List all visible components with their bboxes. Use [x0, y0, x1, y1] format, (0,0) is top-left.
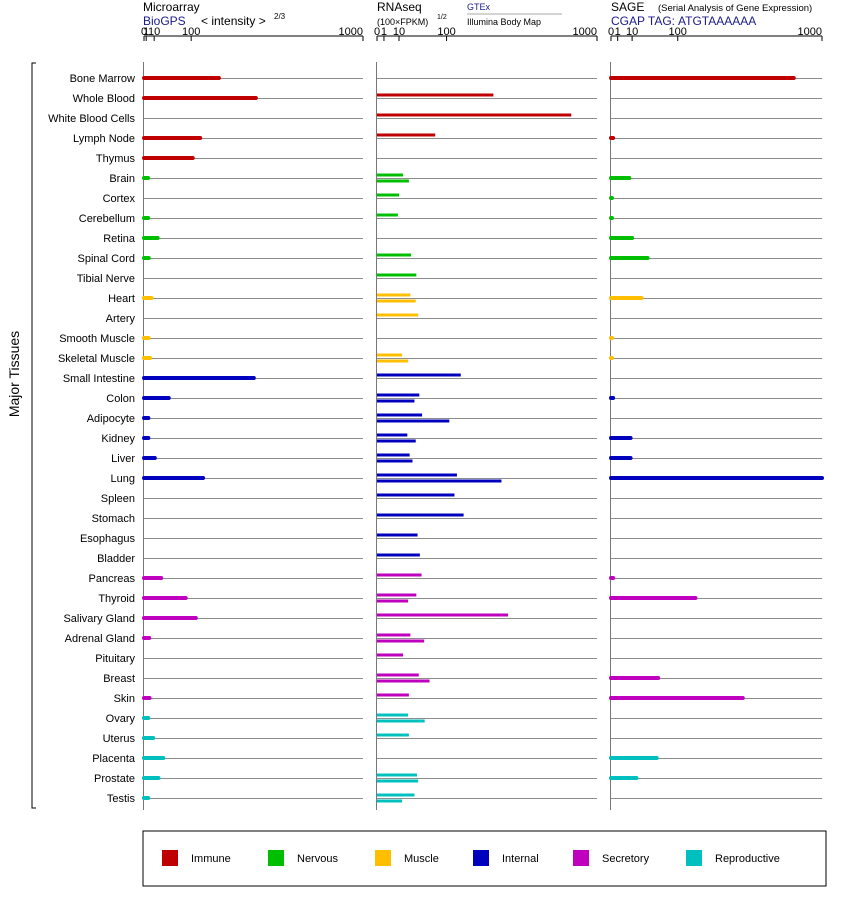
sage-tick-label: 100	[669, 26, 687, 38]
legend-swatch-reproductive	[686, 850, 702, 866]
tissue-label: Retina	[103, 233, 136, 245]
tissue-label: Artery	[106, 313, 136, 325]
grid	[144, 78, 822, 799]
tissue-label: Tibial Nerve	[77, 273, 135, 285]
microarray-exponent: 2/3	[274, 12, 286, 21]
tissue-label: Breast	[103, 673, 135, 685]
microarray-tick-label: 1	[143, 26, 149, 38]
tissue-label: Colon	[106, 393, 135, 405]
tissue-label: Brain	[109, 173, 135, 185]
tissue-label: Cortex	[103, 193, 136, 205]
microarray-tick-label: 0	[141, 26, 147, 38]
tissue-label: Adrenal Gland	[65, 633, 135, 645]
rnaseq-exponent: 1/2	[437, 14, 447, 21]
sage-tick-label: 0	[608, 26, 614, 38]
tissue-label: Pancreas	[89, 573, 136, 585]
tissue-label: Adipocyte	[87, 413, 135, 425]
sage-title: SAGE	[611, 0, 644, 14]
rnaseq-tick-label: 1	[381, 26, 387, 38]
legend-swatch-muscle	[375, 850, 391, 866]
sage-tick-label: 1000	[798, 26, 822, 38]
tissue-label: Stomach	[92, 513, 135, 525]
rnaseq-tick-label: 100	[437, 26, 455, 38]
legend-swatch-internal	[473, 850, 489, 866]
legend-swatch-immune	[162, 850, 178, 866]
legend-box	[142, 830, 827, 887]
tissue-label: Bladder	[97, 553, 135, 565]
sage-subtitle: (Serial Analysis of Gene Expression)	[658, 3, 812, 14]
bars	[142, 76, 824, 803]
legend-label-internal: Internal	[502, 853, 539, 865]
tissue-label: Small Intestine	[63, 373, 135, 385]
tissue-label: Spleen	[101, 493, 135, 505]
tissue-label: Prostate	[94, 773, 135, 785]
tissue-label: Testis	[107, 793, 136, 805]
tissue-label: Smooth Muscle	[59, 333, 135, 345]
tissue-label: Liver	[111, 453, 135, 465]
sage-tick-label: 10	[626, 26, 638, 38]
tissue-label: Whole Blood	[73, 93, 135, 105]
tissue-label: Thyroid	[98, 593, 135, 605]
tissue-bracket	[31, 62, 36, 809]
sage-tick-label: 1	[615, 26, 621, 38]
legend-label-secretory: Secretory	[602, 853, 650, 865]
panel-headers: Microarray BioGPS < intensity > 2/3 RNAs…	[143, 0, 812, 28]
legend-swatch-secretory	[573, 850, 589, 866]
microarray-title: Microarray	[143, 0, 200, 14]
rnaseq-tick-label: 1000	[573, 26, 597, 38]
rnaseq-unit: (100×FPKM)	[377, 17, 428, 27]
tissue-label: Uterus	[103, 733, 136, 745]
tissue-label: Lung	[111, 473, 135, 485]
tissue-label: Pituitary	[95, 653, 135, 665]
tissue-label: Kidney	[101, 433, 135, 445]
microarray-tick-label: 10	[148, 26, 160, 38]
legend-label-nervous: Nervous	[297, 853, 338, 865]
tissue-label: Thymus	[96, 153, 136, 165]
tissue-labels: Bone Marrow Whole Blood White Blood Cells L…	[48, 73, 136, 805]
rnaseq-tick-label: 0	[374, 26, 380, 38]
tissue-label: Cerebellum	[79, 213, 135, 225]
tissue-label: Skeletal Muscle	[58, 353, 135, 365]
legend: Immune Nervous Muscle Internal Secretory Repr…	[142, 830, 827, 887]
biogps-link[interactable]: BioGPS	[143, 14, 186, 28]
tissue-label: Skin	[114, 693, 135, 705]
tissue-label: Heart	[108, 293, 135, 305]
legend-label-muscle: Muscle	[404, 853, 439, 865]
gtex-link[interactable]: GTEx	[467, 2, 491, 12]
legend-label-immune: Immune	[191, 853, 231, 865]
illumina-body-map-label: Illumina Body Map	[467, 17, 541, 27]
tissue-label: White Blood Cells	[48, 113, 135, 125]
rnaseq-title: RNAseq	[377, 0, 422, 14]
legend-swatch-nervous	[268, 850, 284, 866]
tissue-label: Esophagus	[80, 533, 136, 545]
microarray-tick-label: 100	[182, 26, 200, 38]
tissue-label: Spinal Cord	[78, 253, 135, 265]
tissue-label: Placenta	[92, 753, 136, 765]
tissue-label: Ovary	[106, 713, 136, 725]
y-group-label: Major Tissues	[6, 331, 22, 417]
microarray-measure: < intensity >	[201, 14, 266, 28]
cgap-tag[interactable]: ATGTAAAAAA	[678, 14, 756, 28]
cgap-tag-prefix[interactable]: CGAP TAG:	[611, 14, 675, 28]
tissue-label: Salivary Gland	[63, 613, 135, 625]
microarray-tick-label: 1000	[339, 26, 363, 38]
tissue-label: Bone Marrow	[70, 73, 135, 85]
rnaseq-tick-label: 10	[393, 26, 405, 38]
tissue-label: Lymph Node	[73, 133, 135, 145]
legend-label-reproductive: Reproductive	[715, 853, 780, 865]
